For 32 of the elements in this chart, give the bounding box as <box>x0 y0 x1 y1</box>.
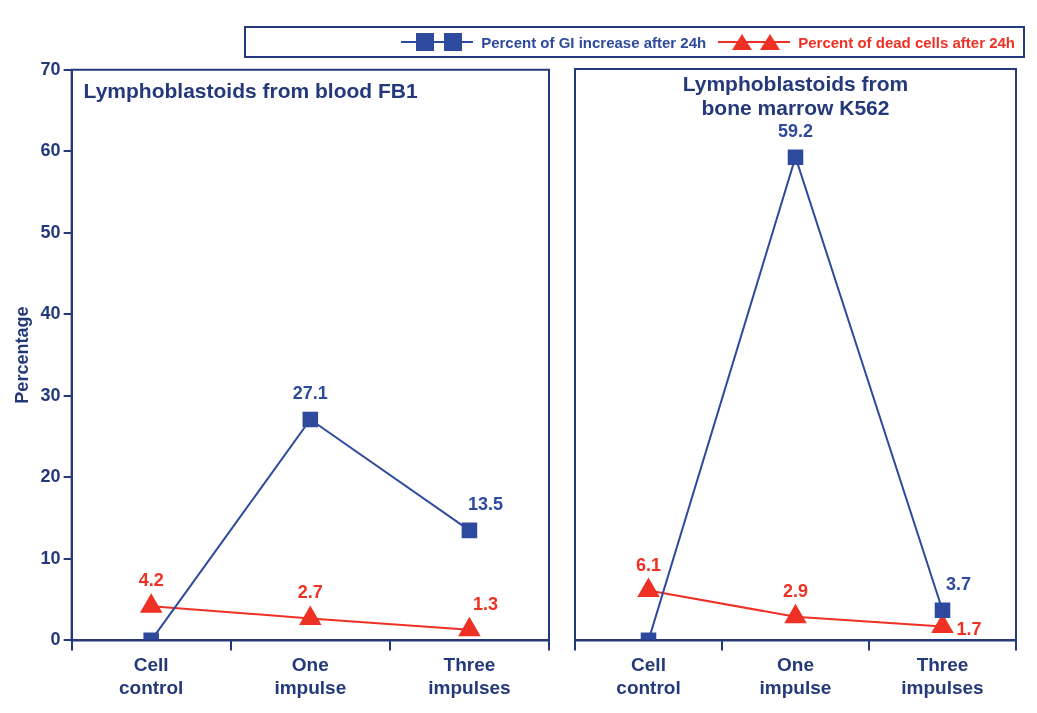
legend-label: Percent of GI increase after 24h <box>481 33 707 51</box>
point <box>784 603 807 624</box>
data-label: 1.3 <box>472 593 498 614</box>
y-tick-label: 20 <box>40 466 61 487</box>
y-tick-label: 0 <box>50 629 61 650</box>
y-axis-title: Percentage <box>11 306 32 404</box>
y-tick-label: 50 <box>40 221 61 242</box>
y-tick-label: 30 <box>40 384 61 405</box>
x-tick-label: Three impulses <box>428 654 511 698</box>
data-label: 13.5 <box>467 494 503 515</box>
x-tick-label: One impulse <box>274 654 347 698</box>
y-tick-label: 60 <box>40 140 61 161</box>
text: Lymphoblastoids from bone marrow K562 <box>682 72 909 120</box>
x-tick-label: Cell control <box>118 654 184 698</box>
data-label: 6.1 <box>635 554 662 575</box>
y-tick-label: 70 <box>40 58 61 79</box>
y-tick-label: 40 <box>40 303 61 324</box>
data-label: 4.2 <box>138 570 164 591</box>
point <box>637 577 660 598</box>
x-tick-label: One impulse <box>759 654 832 698</box>
x-tick-label: Cell control <box>616 654 681 698</box>
legend-label: Percent of dead cells after 24h <box>798 33 1015 51</box>
chart-title: Lymphoblastoids from blood FB1 <box>83 79 418 103</box>
y-tick-label: 10 <box>40 547 61 568</box>
point <box>787 149 804 165</box>
data-label: 59.2 <box>777 121 814 142</box>
data-label: 1.7 <box>956 619 982 640</box>
data-label: 3.7 <box>945 574 972 595</box>
data-label: 27.1 <box>292 383 328 404</box>
data-label: 2.7 <box>297 582 323 603</box>
x-tick-label: Three impulses <box>901 654 984 698</box>
data-label: 2.9 <box>782 580 809 601</box>
